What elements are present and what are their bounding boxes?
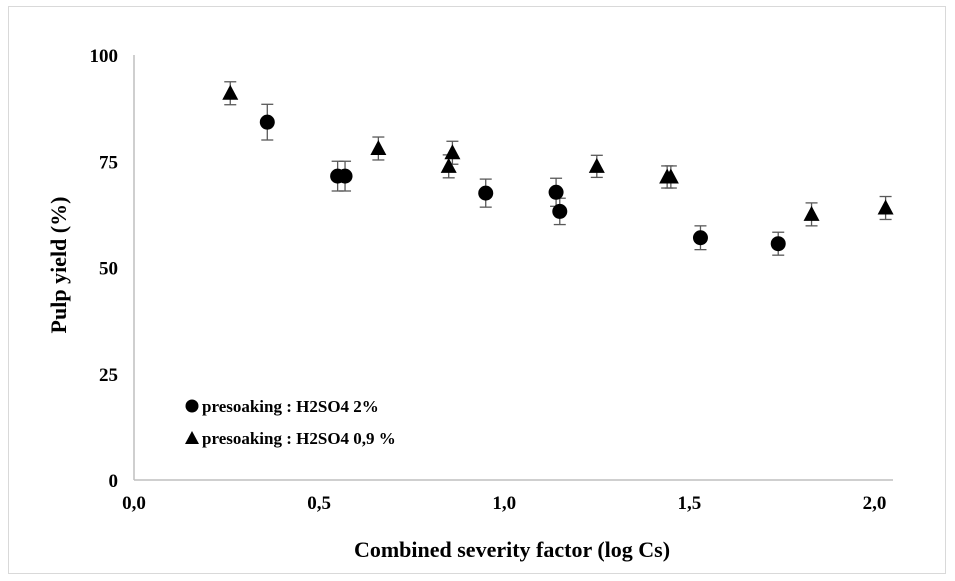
x-tick-label: 1,0 bbox=[492, 493, 516, 514]
x-tick-label: 0,5 bbox=[307, 493, 331, 514]
triangle-data-point bbox=[877, 199, 894, 215]
circle-data-point bbox=[478, 185, 494, 201]
legend: presoaking : H2SO4 2% presoaking : H2SO4… bbox=[185, 397, 396, 448]
x-tick-label: 0,0 bbox=[122, 493, 146, 514]
legend-circle-marker bbox=[185, 399, 199, 413]
y-tick-label: 25 bbox=[99, 365, 118, 386]
axes bbox=[133, 55, 893, 481]
circle-data-point bbox=[337, 168, 353, 184]
triangle-data-point bbox=[662, 168, 679, 184]
legend-label-circle-series: presoaking : H2SO4 2% bbox=[202, 397, 379, 416]
circle-data-point bbox=[259, 114, 275, 130]
error-bars bbox=[224, 81, 892, 256]
triangle-data-point bbox=[222, 84, 239, 100]
y-tick-label: 50 bbox=[99, 259, 118, 280]
triangle-data-point bbox=[444, 144, 461, 160]
y-tick-labels: 0 25 50 75 100 bbox=[90, 46, 119, 492]
x-tick-label: 1,5 bbox=[677, 493, 701, 514]
circle-data-point bbox=[548, 184, 564, 200]
x-tick-labels: 0,0 0,5 1,0 1,5 2,0 bbox=[122, 493, 886, 514]
x-tick-label: 2,0 bbox=[863, 493, 887, 514]
y-axis-title: Pulp yield (%) bbox=[46, 197, 71, 334]
triangle-data-point bbox=[440, 157, 457, 173]
circle-data-point bbox=[552, 203, 568, 219]
x-axis-title: Combined severity factor (log Cs) bbox=[354, 537, 670, 562]
y-tick-label: 75 bbox=[99, 152, 118, 173]
circle-data-point bbox=[692, 230, 708, 246]
legend-label-triangle-series: presoaking : H2SO4 0,9 % bbox=[202, 429, 396, 448]
triangle-data-point bbox=[588, 157, 605, 173]
circle-data-point bbox=[770, 236, 786, 252]
y-tick-label: 0 bbox=[109, 471, 119, 492]
data-markers bbox=[222, 84, 894, 252]
triangle-data-point bbox=[370, 140, 387, 155]
legend-entry-circle-series: presoaking : H2SO4 2% bbox=[185, 397, 379, 416]
legend-triangle-marker bbox=[185, 431, 199, 444]
triangle-data-point bbox=[803, 205, 820, 221]
y-tick-label: 100 bbox=[90, 46, 119, 67]
legend-entry-triangle-series: presoaking : H2SO4 0,9 % bbox=[185, 429, 396, 448]
